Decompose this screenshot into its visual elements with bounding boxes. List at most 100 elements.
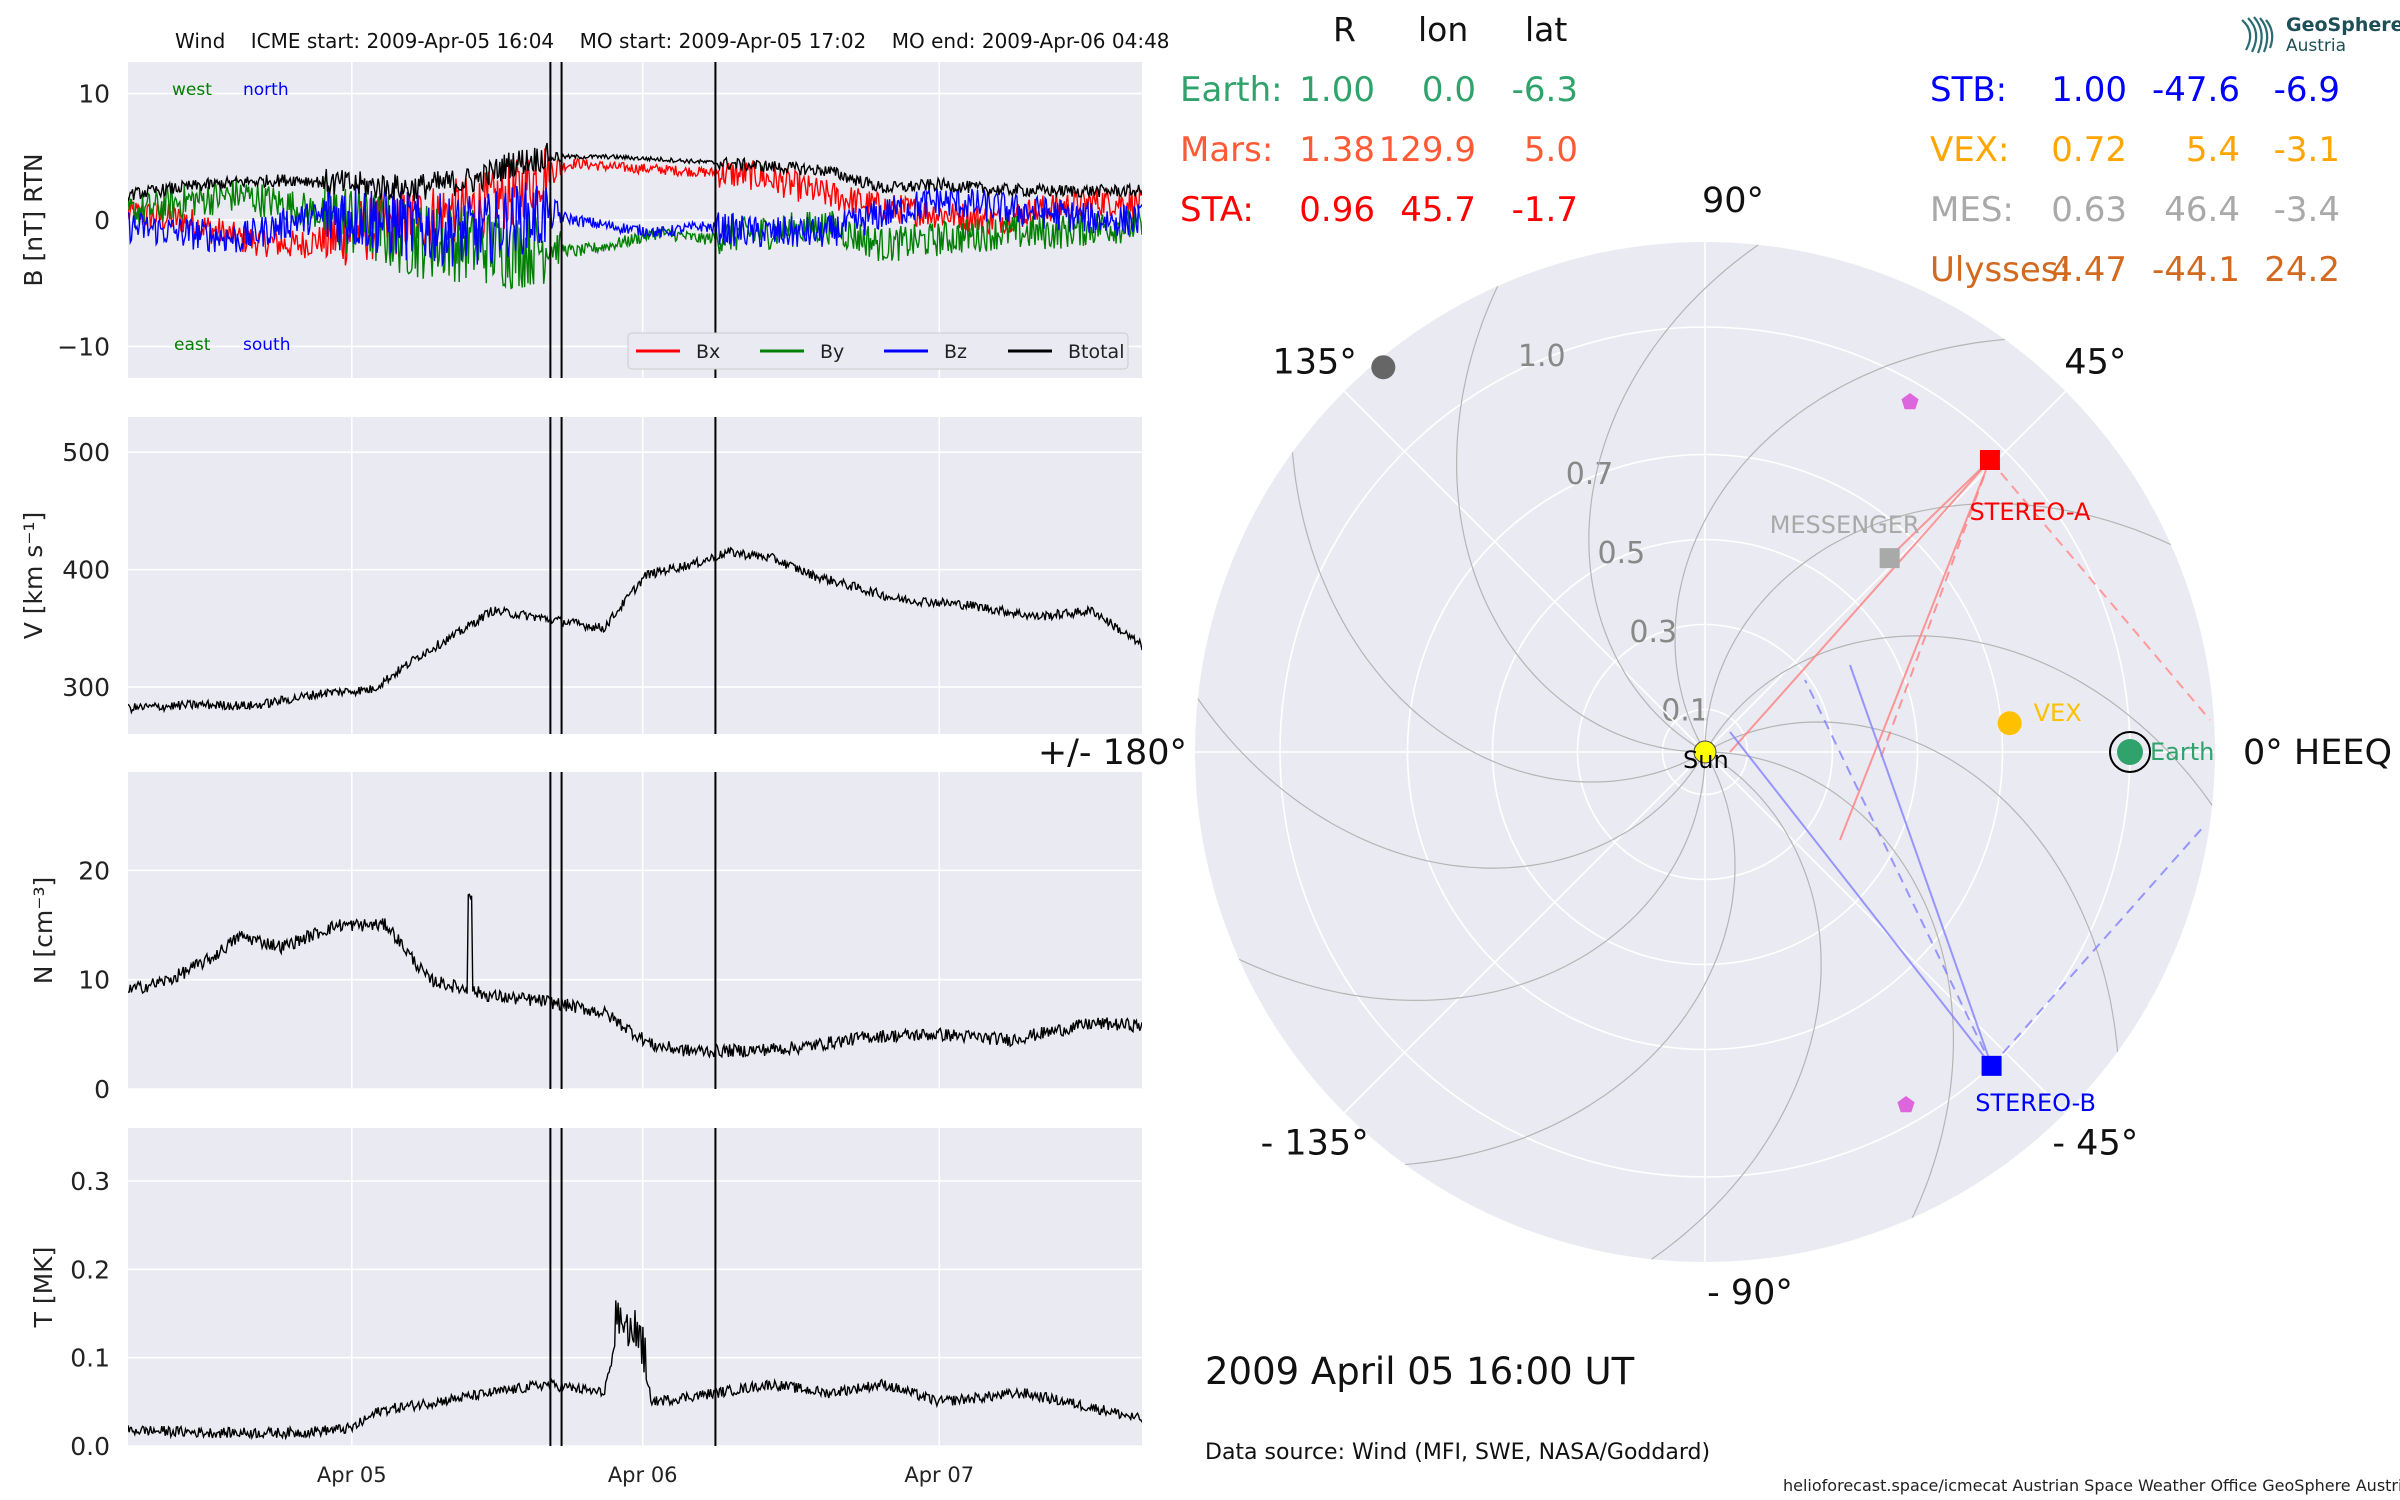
temperature-panel: 0.3 0.2 0.1 0.0 T [MK] xyxy=(29,1128,1142,1461)
angular-grid-line xyxy=(1704,751,2067,1114)
parker-spiral xyxy=(1704,721,2121,1119)
radial-grid-circle xyxy=(1661,708,1749,796)
series-line-bx xyxy=(128,148,1142,266)
stat-right-3-r: 4.47 xyxy=(2051,250,2127,290)
b-panel-title: Wind ICME start: 2009-Apr-05 16:04 MO st… xyxy=(175,29,1170,53)
shared-x-axis: Apr 05 Apr 06 Apr 07 xyxy=(317,1463,974,1487)
marker-mars xyxy=(1371,355,1396,380)
stat-left-1-lon: 129.9 xyxy=(1378,130,1476,170)
label-messenger: MESSENGER xyxy=(1770,511,1920,539)
geosphere-swirl-icon xyxy=(2241,16,2274,54)
parker-spiral xyxy=(1338,751,1736,1168)
radial-tick-label: 1.0 xyxy=(1518,339,1566,374)
sta-fov-line xyxy=(1894,459,1991,553)
label-sun: Sun xyxy=(1683,746,1729,774)
stat-header-lon: lon xyxy=(1418,10,1469,49)
stat-right-2-r: 0.63 xyxy=(2051,190,2127,230)
stat-left-1-name: Mars: xyxy=(1180,130,1274,170)
stat-left-0-lon: 0.0 xyxy=(1421,70,1476,110)
radial-tick-label: 0.1 xyxy=(1661,694,1709,729)
stat-right-2-name: MES: xyxy=(1930,190,2014,230)
y-tick-label: 0 xyxy=(94,206,110,235)
polar-orbit-plot: 0.1 0.3 0.5 0.7 1.0 90° 45° 0° HEEQ - 45° - 90° - … xyxy=(1038,181,2392,1313)
label-stereo-a: STEREO-A xyxy=(1969,498,2091,526)
radial-grid-circle xyxy=(1279,326,2131,1178)
angle-label: - 135° xyxy=(1261,1123,1369,1163)
stb-fov-line xyxy=(1804,679,1993,1067)
stat-right-2-lon: 46.4 xyxy=(2164,190,2240,230)
y-tick-label: 0.3 xyxy=(70,1167,110,1196)
x-tick-label: Apr 07 xyxy=(904,1463,974,1487)
parker-spiral xyxy=(1704,635,2215,863)
parker-spiral xyxy=(1195,751,1706,1002)
stat-left-2-lon: 45.7 xyxy=(1400,190,1476,230)
label-earth: Earth xyxy=(2150,738,2214,766)
stat-right-2-lat: -3.4 xyxy=(2273,190,2340,230)
angle-label: 45° xyxy=(2064,343,2126,383)
y-tick-label: 10 xyxy=(78,80,110,109)
logo-line1: GeoSphere xyxy=(2286,14,2400,36)
footer-credits: helioforecast.space/icmecat Austrian Spa… xyxy=(1783,1476,2400,1495)
panel-background xyxy=(128,417,1142,734)
polar-background xyxy=(1195,242,2215,1262)
y-axis-label: T [MK] xyxy=(29,1247,58,1329)
sta-fov-line xyxy=(1839,459,1991,841)
y-axis-label: V [km s⁻¹] xyxy=(19,512,48,640)
stat-header-r: R xyxy=(1333,10,1356,49)
label-east: east xyxy=(174,335,211,355)
timeseries-figure: 10 0 −10 B [nT] RTN west north east south Bx By Bz… xyxy=(19,62,1142,1487)
panel-background xyxy=(128,1128,1142,1446)
stat-right-0-lon: -47.6 xyxy=(2152,70,2240,110)
sta-fov-line xyxy=(1729,459,1991,753)
parker-spiral xyxy=(1704,751,1955,1262)
label-south: south xyxy=(243,335,290,355)
radial-tick-label: 0.7 xyxy=(1566,457,1614,492)
pentagon-marker xyxy=(1901,393,1919,410)
parker-spiral xyxy=(1588,242,1816,753)
title-mo-start: MO start: 2009-Apr-05 17:02 xyxy=(579,29,867,53)
radial-grid-circle xyxy=(1406,453,2004,1051)
angular-grid-line xyxy=(1704,390,2067,753)
stat-left-1-r: 1.38 xyxy=(1299,130,1375,170)
y-tick-label: 300 xyxy=(62,673,110,702)
series-line-v xyxy=(128,546,1142,715)
parker-spiral xyxy=(1195,641,1706,869)
stat-left-0-r: 1.00 xyxy=(1299,70,1375,110)
y-axis-label: B [nT] RTN xyxy=(19,153,48,286)
marker-ring-earth xyxy=(2109,731,2151,773)
y-tick-label: 0 xyxy=(94,1075,110,1104)
radial-tick-label: 0.5 xyxy=(1598,536,1646,571)
stb-fov-line xyxy=(1990,824,2206,1067)
radial-grid-circle xyxy=(1491,538,1919,966)
y-tick-label: 500 xyxy=(62,438,110,467)
label-north: north xyxy=(243,80,289,100)
stat-header-lat: lat xyxy=(1525,10,1568,49)
legend-label-by: By xyxy=(820,341,844,363)
x-tick-label: Apr 06 xyxy=(608,1463,678,1487)
stb-fov-line xyxy=(1849,664,1993,1067)
logo-line2: Austria xyxy=(2286,36,2347,56)
y-tick-label: 0.0 xyxy=(70,1432,110,1461)
series-line-v xyxy=(128,1300,1142,1441)
legend-label-bx: Bx xyxy=(696,341,720,363)
sta-fov-line xyxy=(1879,459,1991,761)
marker-earth xyxy=(2117,739,2143,765)
stat-left-2-name: STA: xyxy=(1180,190,1254,230)
marker-messenger xyxy=(1879,548,1900,569)
stat-right-3-lon: -44.1 xyxy=(2152,250,2240,290)
title-mo-end: MO end: 2009-Apr-06 04:48 xyxy=(891,29,1170,53)
series-line-by xyxy=(128,177,1142,290)
title-spacecraft: Wind xyxy=(175,29,226,53)
stat-right-3-lat: 24.2 xyxy=(2264,250,2340,290)
series-line-v xyxy=(128,893,1142,1059)
legend-label-btotal: Btotal xyxy=(1068,341,1124,363)
legend-label-bz: Bz xyxy=(944,341,967,363)
marker-stereo-a xyxy=(1979,449,2000,470)
radial-tick-label: 0.3 xyxy=(1629,615,1677,650)
angle-label: 90° xyxy=(1702,181,1764,221)
series-line-bz xyxy=(128,182,1142,268)
series-line-bt xyxy=(128,142,1142,202)
angle-label: - 90° xyxy=(1707,1273,1793,1313)
sta-fov-line xyxy=(1989,459,2211,721)
stat-right-1-r: 0.72 xyxy=(2051,130,2127,170)
